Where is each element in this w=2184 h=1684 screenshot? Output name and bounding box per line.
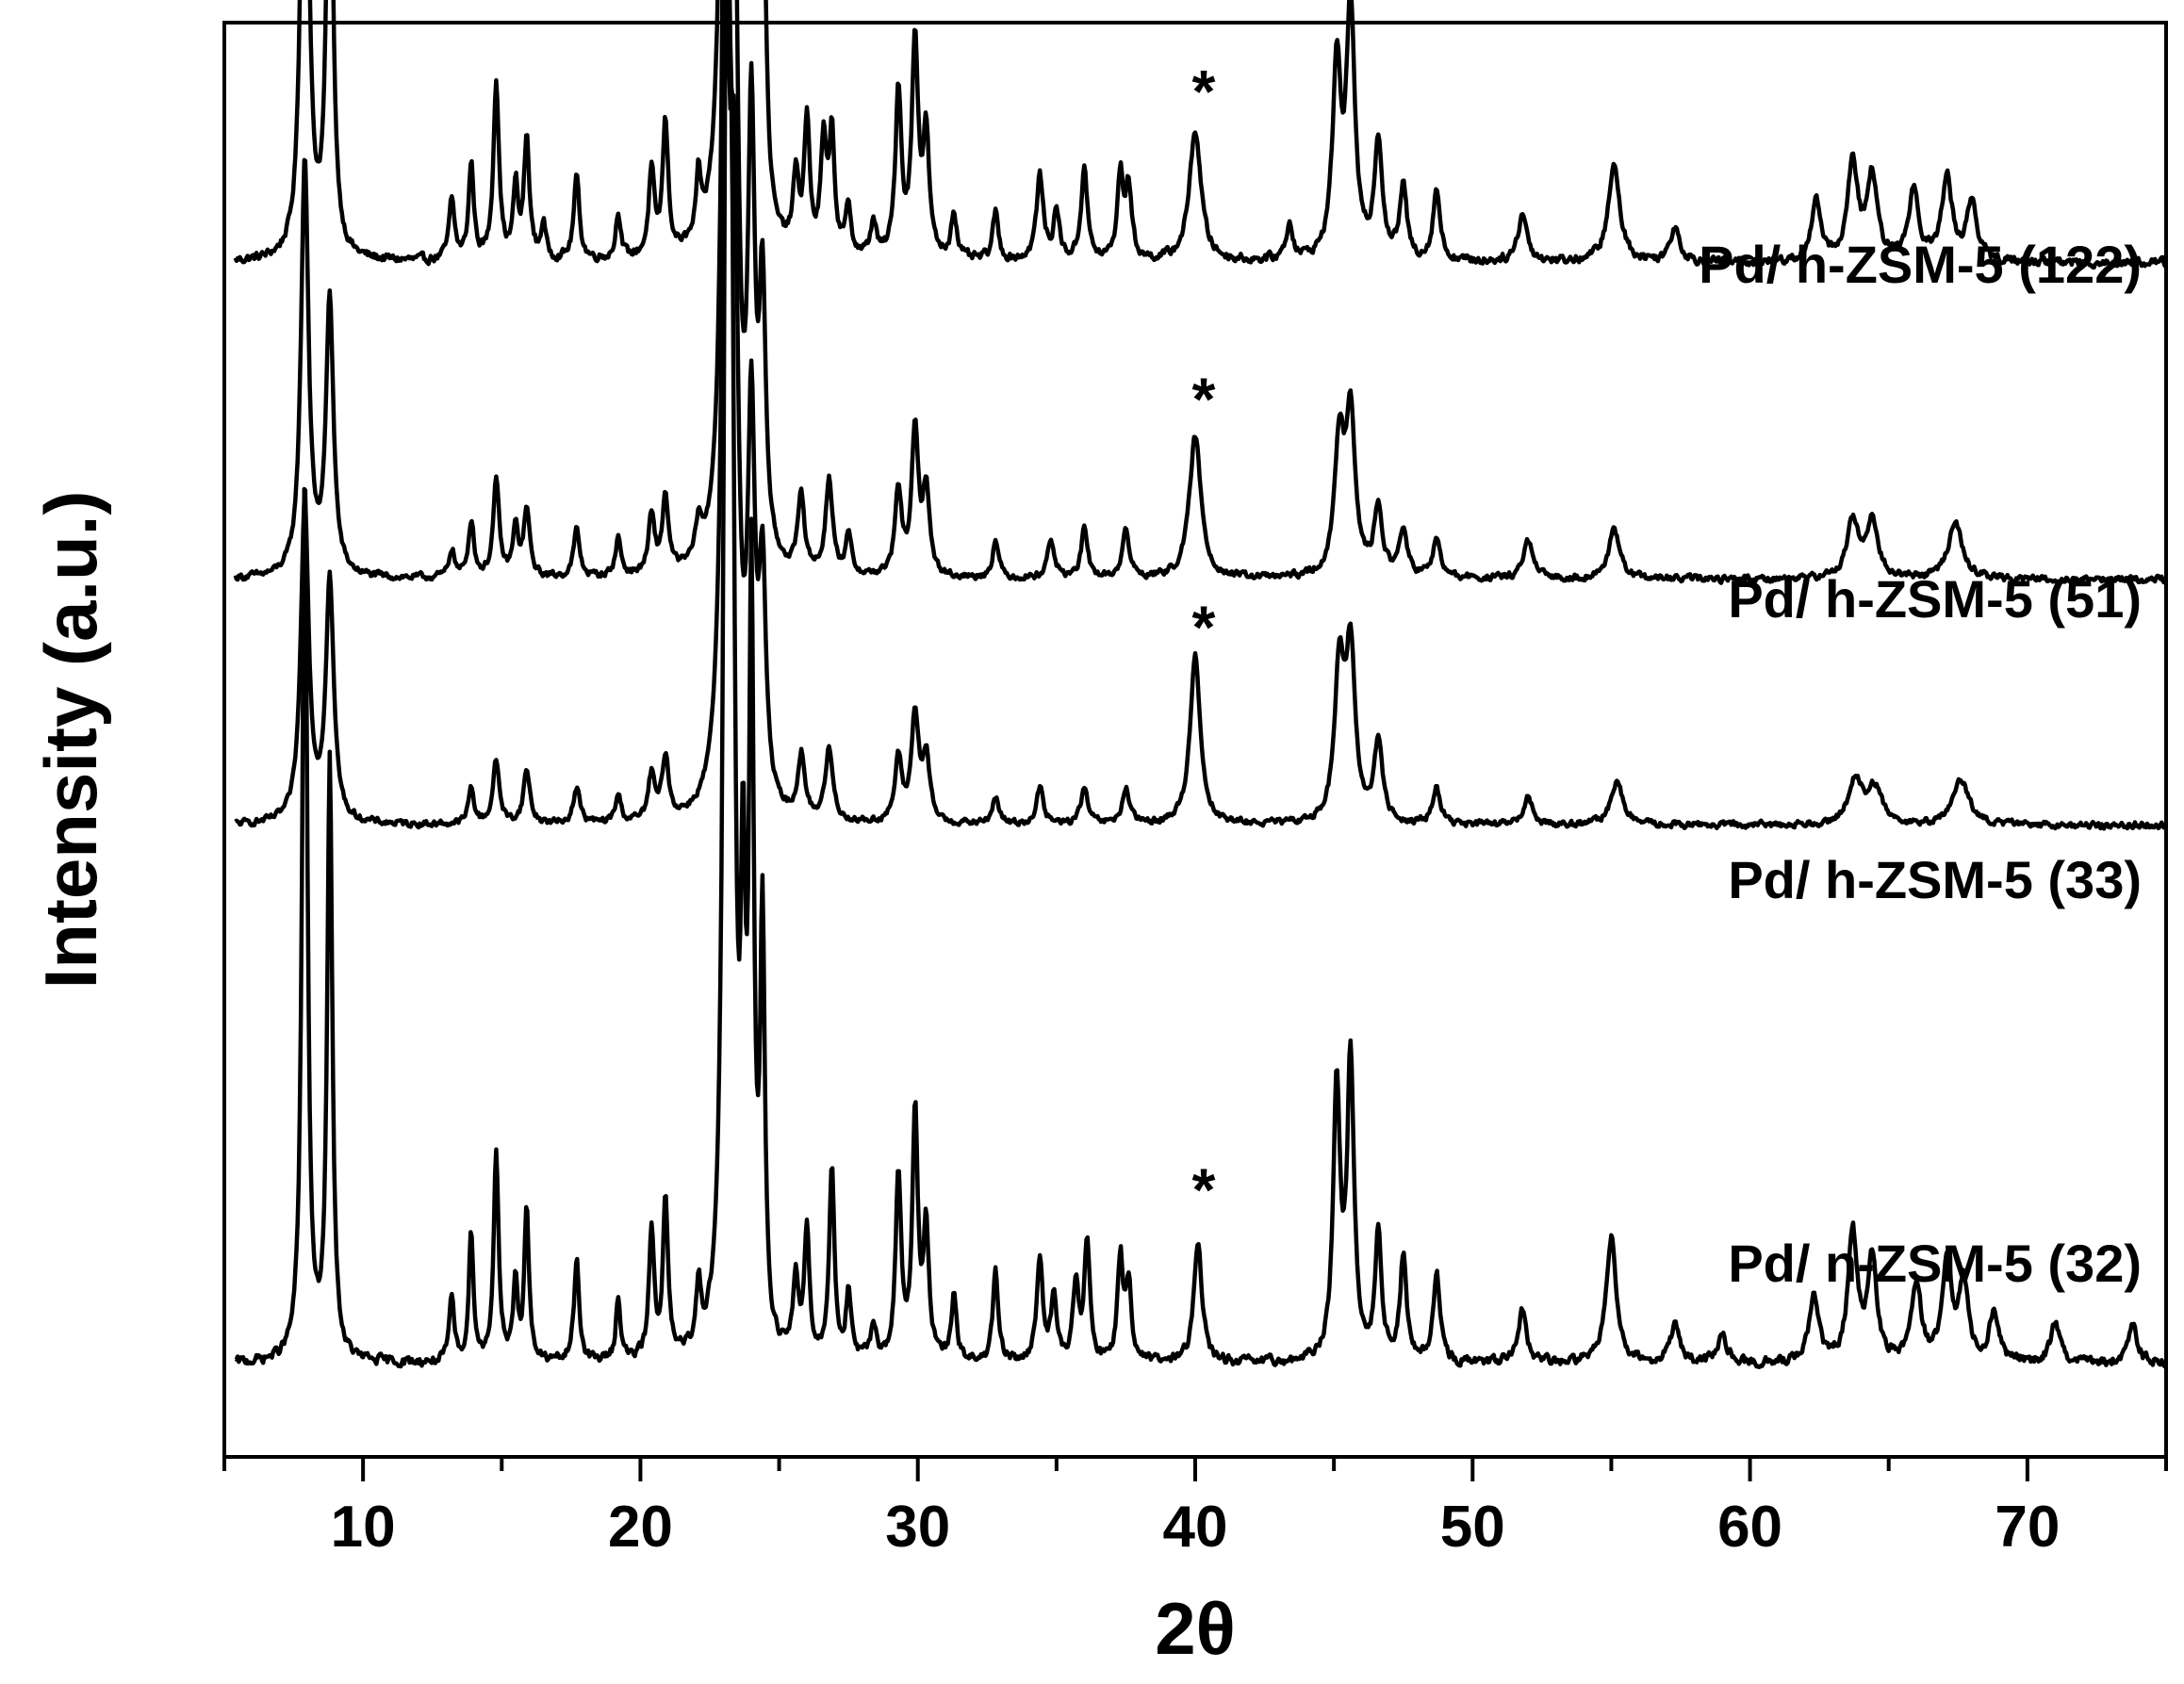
series-labels: Pd/ h-ZSM-5 (122) Pd/ h-ZSM-5 (51) Pd/ h-Z… [1699,235,2142,1293]
x-tick-label: 30 [885,1495,950,1560]
series-label: Pd/ h-ZSM-5 (33) [1728,850,2142,909]
x-axis-tick-labels: 10 20 30 40 50 60 70 [331,1495,2061,1560]
series-line [233,0,2168,270]
series-traces [233,0,2169,1369]
x-tick-label: 40 [1163,1495,1228,1560]
series-line [234,0,2168,831]
asterisk-marker: * [1191,57,1215,125]
x-tick-label: 50 [1440,1495,1505,1560]
peak-markers: * * * * [1191,57,1215,1223]
y-axis-title: Intensity (a.u.) [29,491,112,989]
x-axis-ticks [222,1457,2168,1481]
series-label: Pd/ n-ZSM-5 (32) [1728,1234,2142,1293]
x-tick-label: 70 [1995,1495,2060,1560]
asterisk-marker: * [1191,593,1215,661]
series-label: Pd/ h-ZSM-5 (122) [1699,235,2142,294]
series-line [234,0,2168,1369]
x-tick-label: 10 [331,1495,396,1560]
x-tick-label: 60 [1717,1495,1782,1560]
series-label: Pd/ h-ZSM-5 (51) [1728,569,2142,629]
x-tick-label: 20 [608,1495,673,1560]
asterisk-marker: * [1191,1155,1215,1223]
x-axis-title: 2θ [1155,1587,1236,1670]
series-line [233,0,2169,585]
asterisk-marker: * [1191,366,1215,433]
